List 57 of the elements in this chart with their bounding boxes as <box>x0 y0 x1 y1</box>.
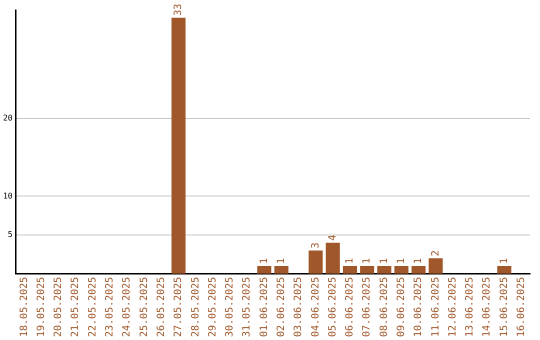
x-tick-label: 23.05.2025 <box>104 276 116 338</box>
x-tick-label: 11.06.2025 <box>430 276 442 338</box>
x-tick-label: 21.05.2025 <box>70 276 82 338</box>
x-tick-label: 29.05.2025 <box>207 276 218 338</box>
x-tick-label: 30.05.2025 <box>224 276 236 338</box>
x-tick-label: 12.06.2025 <box>447 276 458 338</box>
data-label: 1 <box>344 258 356 264</box>
x-tick-label: 20.05.2025 <box>53 276 64 338</box>
data-label: 1 <box>378 258 390 264</box>
bar <box>171 18 186 274</box>
data-label: 3 <box>310 242 322 249</box>
x-tick-label: 10.06.2025 <box>413 276 424 338</box>
bar <box>326 242 340 274</box>
data-label: 1 <box>362 258 373 264</box>
x-tick-label: 09.06.2025 <box>396 276 407 338</box>
y-tick-label: 10 <box>2 191 13 200</box>
x-tick-label: 16.06.2025 <box>516 276 528 338</box>
data-label: 1 <box>498 258 510 264</box>
x-tick-label: 05.06.2025 <box>327 276 338 338</box>
bar <box>308 250 323 274</box>
bar <box>257 266 272 274</box>
data-label: 1 <box>258 258 270 264</box>
x-tick-label: 19.05.2025 <box>36 276 47 338</box>
x-tick-label: 01.06.2025 <box>258 276 270 338</box>
x-tick-label: 22.05.2025 <box>87 276 98 338</box>
bar <box>428 258 443 274</box>
x-tick-label: 31.05.2025 <box>242 276 253 338</box>
bar <box>497 266 512 274</box>
bar <box>274 266 288 274</box>
data-label: 33 <box>173 4 184 16</box>
x-tick-label: 02.06.2025 <box>276 276 287 338</box>
x-tick-label: 25.05.2025 <box>138 276 150 338</box>
x-tick-label: 26.05.2025 <box>156 276 167 338</box>
x-tick-label: 13.06.2025 <box>464 276 476 338</box>
x-tick-label: 06.06.2025 <box>344 276 356 338</box>
data-label: 1 <box>396 258 407 264</box>
x-tick-label: 24.05.2025 <box>122 276 133 338</box>
x-tick-label: 27.05.2025 <box>173 276 184 338</box>
x-tick-label: 07.06.2025 <box>362 276 373 338</box>
x-tick-label: 03.06.2025 <box>293 276 304 338</box>
bar <box>342 266 357 274</box>
y-tick-label: 5 <box>8 230 13 240</box>
x-tick-label: 18.05.2025 <box>18 276 30 338</box>
x-tick-label: 08.06.2025 <box>378 276 390 338</box>
x-tick-label: 04.06.2025 <box>310 276 322 338</box>
bar <box>412 266 426 274</box>
x-tick-label: 15.06.2025 <box>498 276 510 338</box>
x-tick-label: 28.05.2025 <box>190 276 202 338</box>
y-tick-label: 20 <box>2 114 13 123</box>
data-label: 1 <box>276 258 287 264</box>
bar <box>360 266 374 274</box>
x-tick-label: 14.06.2025 <box>482 276 493 338</box>
data-label: 4 <box>327 234 338 241</box>
bar <box>377 266 392 274</box>
data-label: 2 <box>430 250 442 256</box>
bar <box>394 266 408 274</box>
data-label: 1 <box>413 258 424 264</box>
